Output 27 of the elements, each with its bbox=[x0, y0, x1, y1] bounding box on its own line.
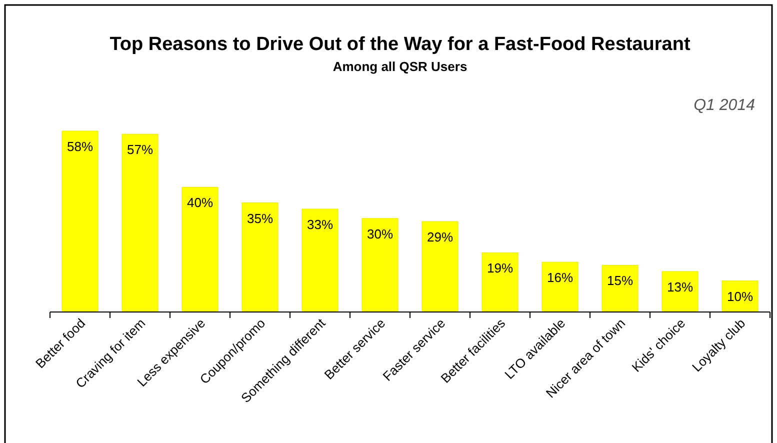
data-label: 15% bbox=[606, 273, 634, 288]
data-label: 19% bbox=[486, 260, 514, 276]
bar bbox=[482, 252, 518, 312]
data-label: 35% bbox=[246, 210, 274, 226]
bar bbox=[122, 134, 158, 312]
bar bbox=[422, 221, 458, 312]
bar bbox=[542, 262, 578, 312]
bar bbox=[362, 218, 398, 312]
data-label: 30% bbox=[366, 226, 394, 242]
bar bbox=[242, 202, 278, 312]
bar bbox=[722, 280, 758, 312]
data-label: 13% bbox=[666, 279, 694, 294]
text: Q1 2014 bbox=[694, 97, 756, 114]
bar bbox=[182, 186, 218, 312]
data-label: 29% bbox=[426, 230, 454, 244]
bar bbox=[302, 208, 338, 312]
data-label: 10% bbox=[726, 288, 754, 304]
data-label: 40% bbox=[186, 195, 214, 210]
data-label: 58% bbox=[66, 139, 94, 154]
bar bbox=[62, 130, 98, 312]
data-label: 16% bbox=[546, 270, 574, 286]
chart-title: Top Reasons to Drive Out of the Way for a Fast-Food Restaurant bbox=[110, 34, 691, 55]
data-label: 57% bbox=[126, 142, 154, 158]
chart-subtitle: Among all QSR Users bbox=[332, 59, 468, 74]
bar bbox=[662, 271, 698, 312]
bar bbox=[602, 264, 638, 312]
data-label: 33% bbox=[306, 217, 334, 232]
